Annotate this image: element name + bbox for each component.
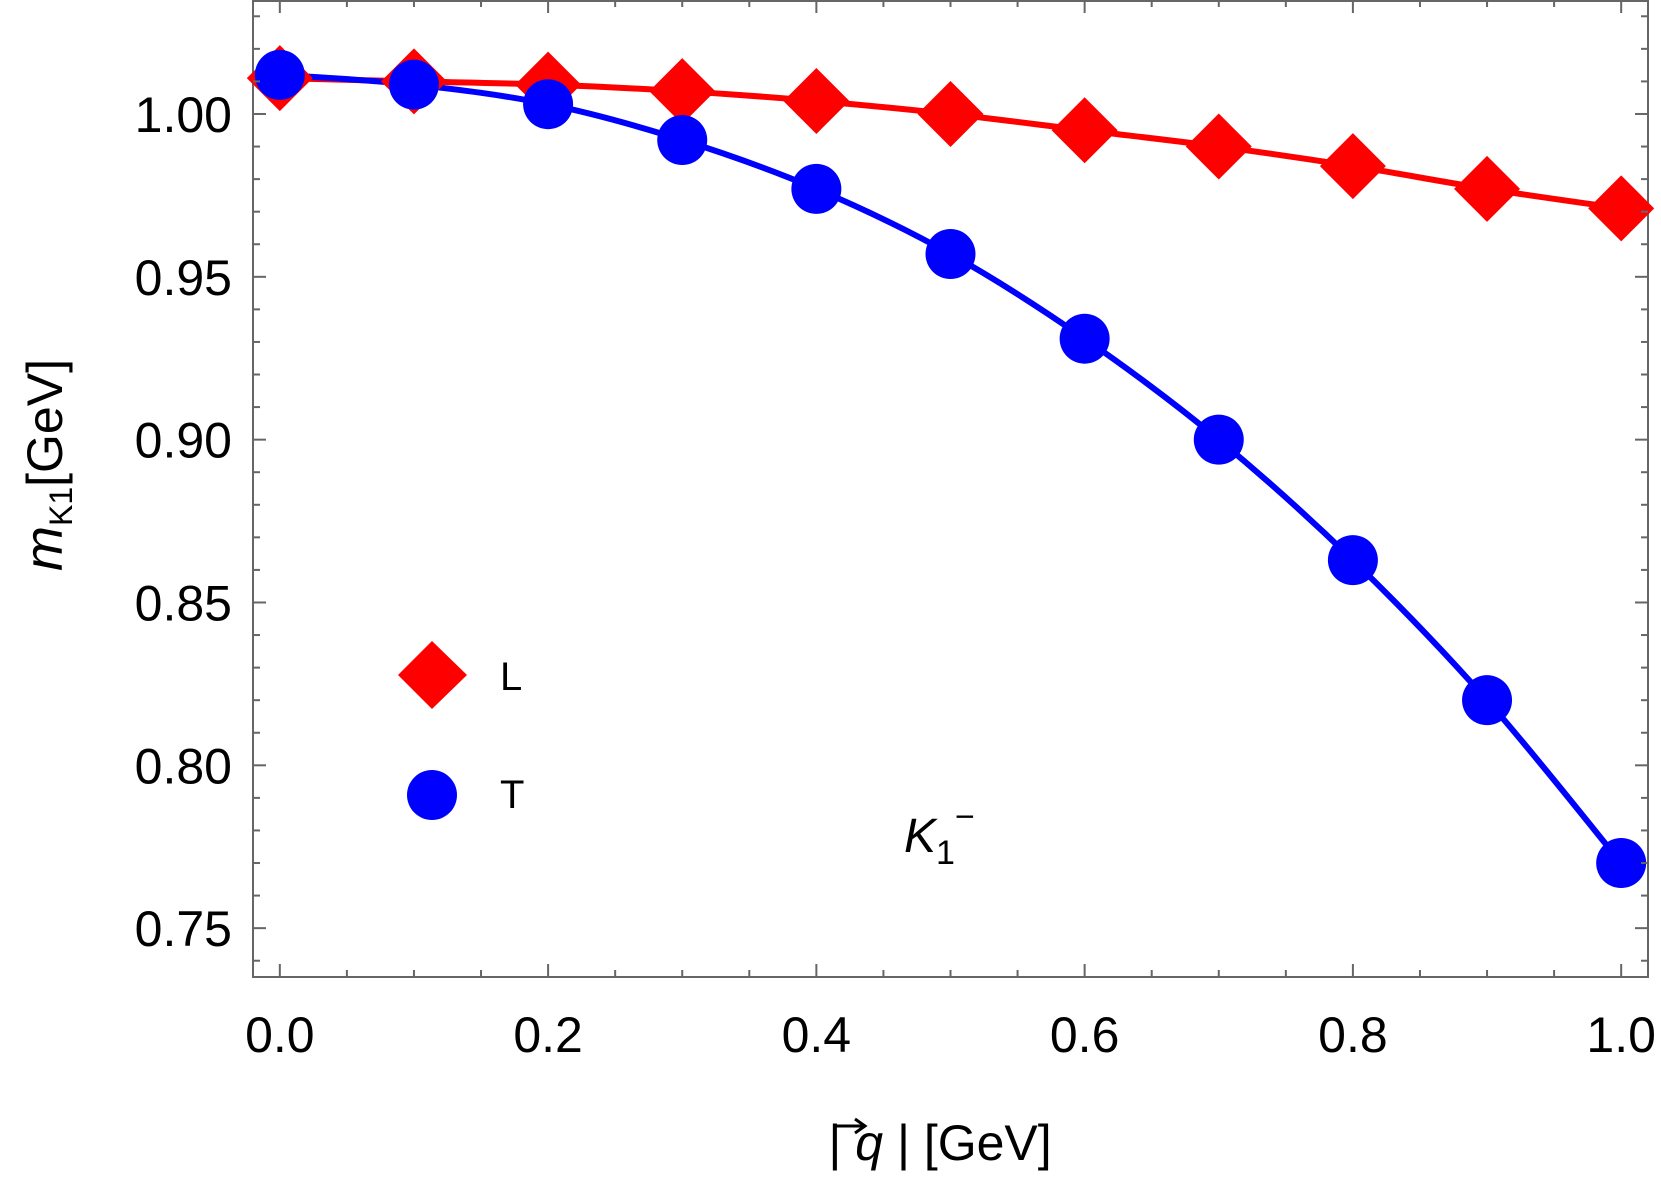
- legend-item-l: L: [398, 641, 522, 709]
- point-t: [1193, 414, 1244, 465]
- y-axis-symbol: m: [14, 526, 74, 571]
- x-tick-label: 0.0: [245, 1007, 315, 1063]
- axis-ticks: [253, 0, 1648, 977]
- point-t: [523, 79, 574, 130]
- particle-annotation: K1−: [904, 798, 975, 872]
- legend-marker-t: [407, 770, 457, 820]
- svg-text:| q | [GeV]: | q | [GeV]: [828, 1115, 1051, 1171]
- plot-area-border: [252, 0, 1649, 978]
- x-axis-label: | q | [GeV]: [828, 1115, 1051, 1171]
- x-tick-label: 1.0: [1586, 1007, 1656, 1063]
- series-markers: [246, 45, 1655, 889]
- series-curves: [279, 71, 1624, 865]
- point-t: [388, 59, 439, 110]
- legend-item-t: T: [407, 770, 524, 820]
- x-tick-label: 0.4: [782, 1007, 852, 1063]
- vector-arrow-icon: [836, 1117, 868, 1135]
- x-axis-prefix: |: [828, 1115, 855, 1171]
- x-tick-label: 0.2: [513, 1007, 583, 1063]
- point-l: [649, 58, 716, 125]
- x-axis-symbol: q: [855, 1115, 883, 1171]
- y-tick-label: 0.90: [135, 413, 232, 469]
- y-axis-unit: [GeV]: [17, 359, 73, 487]
- annotation-subscript: 1: [936, 834, 955, 872]
- y-axis-label: mK1[GeV]: [14, 359, 79, 571]
- point-t: [254, 49, 305, 100]
- point-t: [1596, 838, 1647, 889]
- x-tick-label: 0.8: [1318, 1007, 1388, 1063]
- point-l: [783, 67, 850, 134]
- y-tick-label: 0.75: [135, 901, 232, 957]
- point-l: [917, 80, 984, 147]
- y-tick-label: 1.00: [135, 87, 232, 143]
- y-tick-label: 0.80: [135, 738, 232, 794]
- point-t: [657, 115, 708, 166]
- series-line-t: [279, 71, 1624, 865]
- point-t: [1462, 675, 1513, 726]
- point-l: [1319, 133, 1386, 200]
- point-t: [791, 163, 842, 214]
- point-l: [1185, 113, 1252, 180]
- point-t: [925, 229, 976, 280]
- point-l: [1588, 175, 1655, 242]
- annotation-base: K: [904, 810, 938, 863]
- y-tick-label: 0.85: [135, 575, 232, 631]
- point-t: [1059, 313, 1110, 364]
- legend-marker-l: [398, 641, 467, 709]
- legend-label-l: L: [500, 655, 522, 699]
- annotation-superscript: −: [955, 798, 975, 836]
- x-tick-label: 0.6: [1050, 1007, 1120, 1063]
- axis-tick-labels: 0.0 0.2 0.4 0.6 0.8 1.0 0.75 0.80 0.85 0.90 0.95 1.…: [135, 87, 1656, 1063]
- legend-label-t: T: [500, 773, 524, 817]
- point-t: [1327, 535, 1378, 586]
- y-axis-subscript: K1: [43, 487, 79, 526]
- y-tick-label: 0.95: [135, 250, 232, 306]
- point-l: [1454, 155, 1521, 222]
- plot-frame: [252, 0, 1649, 978]
- x-axis-suffix: | [GeV]: [883, 1115, 1052, 1171]
- legend: L T: [398, 641, 524, 820]
- point-l: [1051, 97, 1118, 164]
